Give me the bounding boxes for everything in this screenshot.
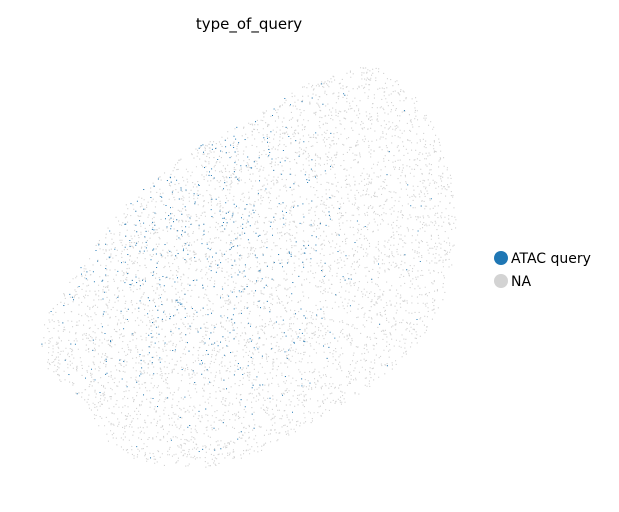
legend-marker-atac-query — [494, 251, 508, 265]
atac-query-points-layer — [41, 83, 432, 459]
legend-item-atac-query: ATAC query — [494, 251, 591, 267]
atac-query-points — [41, 83, 432, 459]
chart-title: type_of_query — [196, 15, 302, 34]
legend-label-atac-query: ATAC query — [511, 251, 591, 267]
na-points — [41, 67, 457, 468]
na-points-layer — [41, 67, 457, 468]
legend-label-na: NA — [511, 274, 531, 290]
legend: ATAC query NA — [494, 251, 591, 290]
legend-marker-na — [494, 274, 508, 288]
legend-item-na: NA — [494, 274, 531, 290]
